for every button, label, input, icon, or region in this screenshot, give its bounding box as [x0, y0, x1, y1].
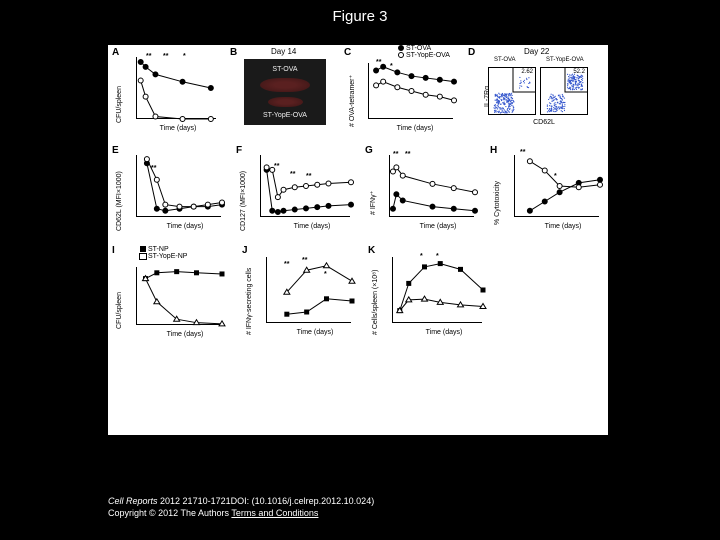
- flow-pct: 52.2: [573, 69, 585, 75]
- sig: **: [284, 261, 289, 268]
- panel-a-plot: [137, 57, 217, 119]
- sig: **: [302, 257, 307, 264]
- ylabel: % Cytotoxicity: [494, 181, 501, 225]
- panel-d-xlabel: CD62L: [519, 119, 569, 126]
- panel-c-label: C: [344, 47, 351, 58]
- legend-item: ST-YopE-OVA: [398, 52, 450, 59]
- legend-item: ST-NP: [140, 246, 187, 253]
- panel-c: C ST-OVA ST-YopE-OVA # OVA-tetramer⁺ ** …: [340, 45, 460, 140]
- panel-k: K # Cells/spleen (×10⁸) * * Time (days): [364, 243, 489, 343]
- xlabel: Time (days): [277, 223, 347, 230]
- panel-b-title: Day 14: [271, 47, 296, 56]
- sig: **: [520, 149, 525, 156]
- panel-j-label: J: [242, 245, 248, 256]
- legend-item: ST-YopE-NP: [140, 253, 187, 260]
- panel-f: F CD127 (MFI×1000) ** ** ** Time (days): [232, 143, 357, 238]
- panel-g: G # IFNγ⁺ ** ** Time (days): [361, 143, 481, 238]
- panel-c-ylabel: # OVA-tetramer⁺: [348, 75, 356, 127]
- panel-a: A CFU/spleen ** ** * Time (days): [108, 45, 223, 140]
- panel-d-label: D: [468, 47, 475, 58]
- sig: **: [163, 53, 168, 60]
- sig: **: [151, 165, 156, 172]
- sig: *: [420, 253, 423, 260]
- sig: *: [554, 173, 557, 180]
- figure-title: Figure 3: [0, 0, 720, 25]
- panel-d: D Day 22 ST-OVA ST-YopE-OVA 2.62 52.2 IL…: [464, 45, 604, 140]
- sig: *: [436, 253, 439, 260]
- ylabel: # IFNγ-secreting cells: [246, 268, 253, 335]
- sig: **: [274, 163, 279, 170]
- flow-plot-right: 52.2: [540, 67, 588, 115]
- panel-b: B Day 14 ST-OVA ST-YopE-OVA: [226, 45, 336, 140]
- ylabel: CD127 (MFI×1000): [240, 171, 247, 231]
- panel-d-title: Day 22: [524, 47, 549, 56]
- flow-label: ST-YopE-OVA: [546, 57, 584, 63]
- panel-g-label: G: [365, 145, 373, 156]
- panel-h-label: H: [490, 145, 497, 156]
- sig: **: [405, 151, 410, 158]
- citation-line2: Copyright © 2012 The Authors Terms and C…: [108, 508, 374, 518]
- xlabel: Time (days): [409, 329, 479, 336]
- panel-a-xlabel: Time (days): [148, 125, 208, 132]
- sig: *: [324, 271, 327, 278]
- panel-a-ylabel: CFU/spleen: [116, 86, 123, 123]
- sig: *: [390, 63, 393, 70]
- xlabel: Time (days): [280, 329, 350, 336]
- panel-i: I ST-NP ST-YopE-NP CFU/spleen Time (days…: [108, 243, 233, 343]
- xlabel: Time (days): [150, 223, 220, 230]
- flow-plot-left: 2.62: [488, 67, 536, 115]
- panel-i-label: I: [112, 245, 115, 256]
- spleen-icon: [260, 78, 310, 92]
- ylabel: CFU/spleen: [116, 292, 123, 329]
- citation-footer: Cell Reports 2012 21710-1721DOI: (10.101…: [108, 494, 374, 518]
- panel-e-label: E: [112, 145, 119, 156]
- panel-k-label: K: [368, 245, 375, 256]
- ylabel: # IFNγ⁺: [369, 191, 377, 215]
- panel-a-label: A: [112, 47, 119, 58]
- panel-h: H % Cytotoxicity ** * Time (days): [486, 143, 606, 238]
- panel-j: J # IFNγ-secreting cells ** ** * Time (d…: [238, 243, 358, 343]
- sig: **: [290, 171, 295, 178]
- citation-line1: Cell Reports 2012 21710-1721DOI: (10.101…: [108, 496, 374, 506]
- sig: **: [146, 53, 151, 60]
- sig: **: [393, 151, 398, 158]
- legend-item: ST-OVA: [398, 45, 450, 52]
- panel-c-xlabel: Time (days): [380, 125, 450, 132]
- panel-b-top-label: ST-OVA: [272, 66, 297, 73]
- sig: **: [306, 173, 311, 180]
- panel-f-label: F: [236, 145, 242, 156]
- xlabel: Time (days): [150, 331, 220, 338]
- panel-b-bottom-label: ST-YopE-OVA: [263, 112, 307, 119]
- panel-b-label: B: [230, 47, 237, 58]
- ylabel: CD62L (MFI×1000): [116, 171, 123, 231]
- panel-c-plot: [369, 63, 454, 119]
- panel-d-ylabel: IL-7Rα: [484, 86, 491, 107]
- flow-label: ST-OVA: [494, 57, 516, 63]
- ylabel: # Cells/spleen (×10⁸): [372, 270, 379, 335]
- sig: **: [376, 59, 381, 66]
- xlabel: Time (days): [403, 223, 473, 230]
- xlabel: Time (days): [528, 223, 598, 230]
- sig: *: [183, 53, 186, 60]
- flow-pct: 2.62: [521, 69, 533, 75]
- terms-link[interactable]: Terms and Conditions: [231, 508, 318, 518]
- spleen-icon: [268, 97, 303, 107]
- figure-panels: A CFU/spleen ** ** * Time (days) B Day 1…: [108, 45, 608, 435]
- panel-e: E CD62L (MFI×1000) ** Time (days): [108, 143, 228, 238]
